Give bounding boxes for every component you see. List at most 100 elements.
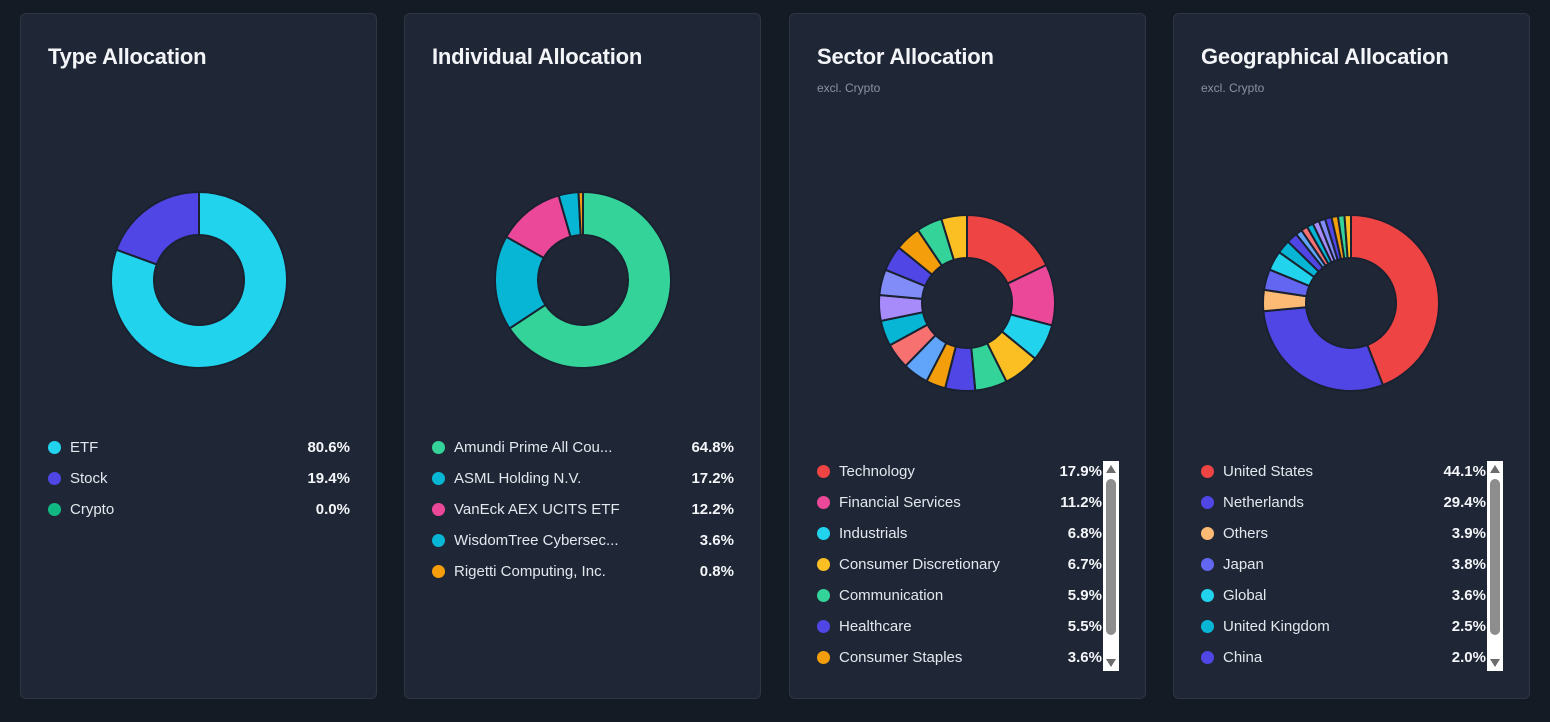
- donut-slice-unlisted-8[interactable]: [940, 213, 968, 262]
- legend-item-amundi[interactable]: Amundi Prime All Cou... 64.8%: [432, 432, 734, 463]
- individual-allocation-card: Individual Allocation Amundi Prime All C…: [404, 13, 761, 699]
- legend-item-financial-services[interactable]: Financial Services 11.2%: [817, 487, 1102, 518]
- legend-percent: 19.4%: [307, 470, 350, 487]
- legend-color-dot: [817, 496, 830, 509]
- legend-color-dot: [1201, 589, 1214, 602]
- legend-color-dot: [1201, 558, 1214, 571]
- legend-color-dot: [817, 620, 830, 633]
- legend-item-technology[interactable]: Technology 17.9%: [817, 456, 1102, 487]
- legend-color-dot: [1201, 620, 1214, 633]
- legend-color-dot: [1201, 465, 1214, 478]
- scrollbar-thumb[interactable]: [1106, 479, 1116, 635]
- legend-label: Financial Services: [839, 494, 961, 511]
- legend-label: Japan: [1223, 556, 1264, 573]
- sector-allocation-donut: [878, 213, 1056, 392]
- donut-slice-0[interactable]: [508, 190, 672, 369]
- type-allocation-donut: [110, 190, 288, 369]
- card-title: Type Allocation: [48, 44, 207, 69]
- legend-item-etf[interactable]: ETF 80.6%: [48, 432, 350, 463]
- legend-item-industrials[interactable]: Industrials 6.8%: [817, 518, 1102, 549]
- scrollbar-thumb[interactable]: [1490, 479, 1500, 635]
- legend-color-dot: [817, 527, 830, 540]
- legend-label: WisdomTree Cybersec...: [454, 532, 619, 549]
- donut-slice-0[interactable]: [110, 190, 288, 369]
- legend-label: Stock: [70, 470, 108, 487]
- legend-percent: 3.6%: [1451, 587, 1486, 604]
- legend-label: VanEck AEX UCITS ETF: [454, 501, 620, 518]
- legend-percent: 80.6%: [307, 439, 350, 456]
- sector-allocation-legend[interactable]: Technology 17.9% Financial Services 11.2…: [817, 456, 1102, 672]
- legend-color-dot: [1201, 651, 1214, 664]
- legend-color-dot: [48, 503, 61, 516]
- scroll-down-arrow-icon[interactable]: [1106, 659, 1116, 667]
- legend-percent: 12.2%: [691, 501, 734, 518]
- scroll-up-arrow-icon[interactable]: [1490, 465, 1500, 473]
- legend-percent: 3.8%: [1451, 556, 1486, 573]
- legend-label: Healthcare: [839, 618, 912, 635]
- legend-percent: 3.6%: [699, 532, 734, 549]
- individual-allocation-donut: [494, 190, 672, 369]
- legend-color-dot: [817, 465, 830, 478]
- legend-label: United States: [1223, 463, 1314, 480]
- legend-item-united-states[interactable]: United States 44.1%: [1201, 456, 1486, 487]
- donut-slice-1[interactable]: [1262, 306, 1385, 392]
- legend-label: Industrials: [839, 525, 908, 542]
- donut-slice-unlisted-8[interactable]: [1343, 213, 1352, 260]
- card-title: Individual Allocation: [432, 44, 643, 69]
- geographical-allocation-card: Geographical Allocation excl. Crypto Uni…: [1173, 13, 1530, 699]
- legend-item-crypto[interactable]: Crypto 0.0%: [48, 494, 350, 525]
- donut-slice-0[interactable]: [1350, 213, 1440, 387]
- legend-item-others[interactable]: Others 3.9%: [1201, 518, 1486, 549]
- legend-label: China: [1223, 649, 1263, 666]
- legend-item-japan[interactable]: Japan 3.8%: [1201, 549, 1486, 580]
- legend-label: Netherlands: [1223, 494, 1304, 511]
- legend-color-dot: [817, 651, 830, 664]
- legend-label: Others: [1223, 525, 1269, 542]
- legend-percent: 3.9%: [1451, 525, 1486, 542]
- card-subtitle: excl. Crypto: [817, 81, 881, 95]
- scroll-up-arrow-icon[interactable]: [1106, 465, 1116, 473]
- legend-label: Amundi Prime All Cou...: [454, 439, 613, 456]
- legend-scrollbar[interactable]: [1487, 461, 1503, 671]
- type-allocation-legend: ETF 80.6% Stock 19.4% Crypto 0.0%: [48, 432, 350, 525]
- individual-allocation-legend: Amundi Prime All Cou... 64.8% ASML Holdi…: [432, 432, 734, 587]
- legend-color-dot: [432, 472, 445, 485]
- legend-color-dot: [432, 565, 445, 578]
- legend-label: Communication: [839, 587, 944, 604]
- legend-label: Consumer Staples: [839, 649, 963, 666]
- legend-item-rigetti[interactable]: Rigetti Computing, Inc. 0.8%: [432, 556, 734, 587]
- legend-item-consumer-staples[interactable]: Consumer Staples 3.6%: [817, 642, 1102, 672]
- legend-color-dot: [1201, 496, 1214, 509]
- legend-percent: 5.9%: [1067, 587, 1102, 604]
- legend-item-vaneck[interactable]: VanEck AEX UCITS ETF 12.2%: [432, 494, 734, 525]
- legend-percent: 11.2%: [1060, 494, 1102, 511]
- legend-percent: 2.5%: [1451, 618, 1486, 635]
- legend-item-healthcare[interactable]: Healthcare 5.5%: [817, 611, 1102, 642]
- legend-percent: 6.8%: [1067, 525, 1102, 542]
- legend-item-consumer-discretionary[interactable]: Consumer Discretionary 6.7%: [817, 549, 1102, 580]
- sector-allocation-card: Sector Allocation excl. Crypto Technolog…: [789, 13, 1146, 699]
- legend-item-asml[interactable]: ASML Holding N.V. 17.2%: [432, 463, 734, 494]
- legend-item-wisdomtree[interactable]: WisdomTree Cybersec... 3.6%: [432, 525, 734, 556]
- donut-slice-1[interactable]: [115, 190, 200, 266]
- legend-color-dot: [817, 589, 830, 602]
- legend-percent: 2.0%: [1451, 649, 1486, 666]
- geographical-allocation-legend[interactable]: United States 44.1% Netherlands 29.4% Ot…: [1201, 456, 1486, 672]
- donut-slice-4[interactable]: [577, 190, 584, 237]
- legend-scrollbar[interactable]: [1103, 461, 1119, 671]
- legend-label: ETF: [70, 439, 99, 456]
- legend-item-global[interactable]: Global 3.6%: [1201, 580, 1486, 611]
- legend-label: Global: [1223, 587, 1267, 604]
- legend-color-dot: [817, 558, 830, 571]
- card-title: Sector Allocation: [817, 44, 994, 69]
- geographical-allocation-donut: [1262, 213, 1440, 392]
- legend-item-united-kingdom[interactable]: United Kingdom 2.5%: [1201, 611, 1486, 642]
- scroll-down-arrow-icon[interactable]: [1490, 659, 1500, 667]
- legend-item-communication[interactable]: Communication 5.9%: [817, 580, 1102, 611]
- legend-percent: 0.0%: [315, 501, 350, 518]
- legend-item-stock[interactable]: Stock 19.4%: [48, 463, 350, 494]
- legend-item-china[interactable]: China 2.0%: [1201, 642, 1486, 672]
- legend-percent: 3.6%: [1067, 649, 1102, 666]
- legend-item-netherlands[interactable]: Netherlands 29.4%: [1201, 487, 1486, 518]
- legend-percent: 44.1%: [1443, 463, 1486, 480]
